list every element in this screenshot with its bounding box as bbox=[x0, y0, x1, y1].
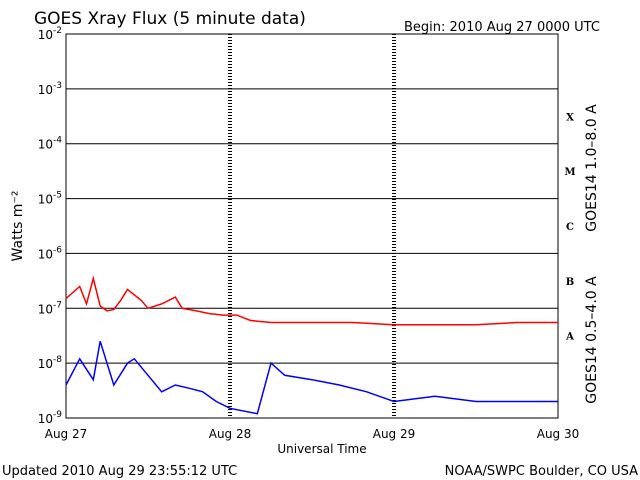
y-tick-label: 10-5 bbox=[38, 191, 62, 207]
flare-class-labels: A B C M X bbox=[564, 112, 575, 342]
legend-long-channel: GOES14 1.0–8.0 A bbox=[584, 104, 600, 232]
x-axis-label: Universal Time bbox=[277, 442, 366, 456]
y-tick-label: 10-7 bbox=[38, 300, 62, 316]
flare-class-A: A bbox=[565, 332, 574, 343]
x-tick-label: Aug 28 bbox=[209, 427, 252, 441]
y-tick-label: 10-6 bbox=[38, 245, 63, 261]
x-tick-label: Aug 27 bbox=[45, 427, 88, 441]
credit-text: NOAA/SWPC Boulder, CO USA bbox=[445, 464, 638, 479]
y-tick-label: 10-8 bbox=[38, 355, 63, 371]
y-tick-label: 10-4 bbox=[38, 136, 63, 152]
x-gridlines bbox=[228, 34, 396, 418]
y-tick-label: 10-3 bbox=[38, 81, 62, 97]
x-tick-label: Aug 30 bbox=[537, 427, 580, 441]
flare-class-X: X bbox=[566, 112, 574, 123]
short-channel-trace bbox=[65, 341, 558, 415]
y-tick-label: 10-2 bbox=[38, 26, 62, 42]
series-traces bbox=[65, 275, 558, 415]
chart-title: GOES Xray Flux (5 minute data) bbox=[34, 9, 306, 29]
y-axis-label: Watts m⁻² bbox=[10, 191, 26, 262]
y-tick-labels: 10-9 10-8 10-7 10-6 10-5 10-4 10-3 10-2 bbox=[38, 26, 63, 426]
x-tick-label: Aug 29 bbox=[373, 427, 416, 441]
flare-class-B: B bbox=[566, 277, 574, 288]
flare-class-C: C bbox=[566, 222, 574, 233]
begin-time: Begin: 2010 Aug 27 0000 UTC bbox=[404, 20, 600, 35]
x-tick-labels: Aug 27 Aug 28 Aug 29 Aug 30 bbox=[45, 427, 580, 441]
plot-frame bbox=[65, 33, 559, 419]
legend-short-channel: GOES14 0.5–4.0 A bbox=[584, 276, 600, 404]
long-channel-trace bbox=[65, 275, 558, 326]
y-tick-label: 10-9 bbox=[38, 410, 63, 426]
updated-time: Updated 2010 Aug 29 23:55:12 UTC bbox=[2, 464, 237, 479]
flare-class-M: M bbox=[564, 167, 575, 178]
